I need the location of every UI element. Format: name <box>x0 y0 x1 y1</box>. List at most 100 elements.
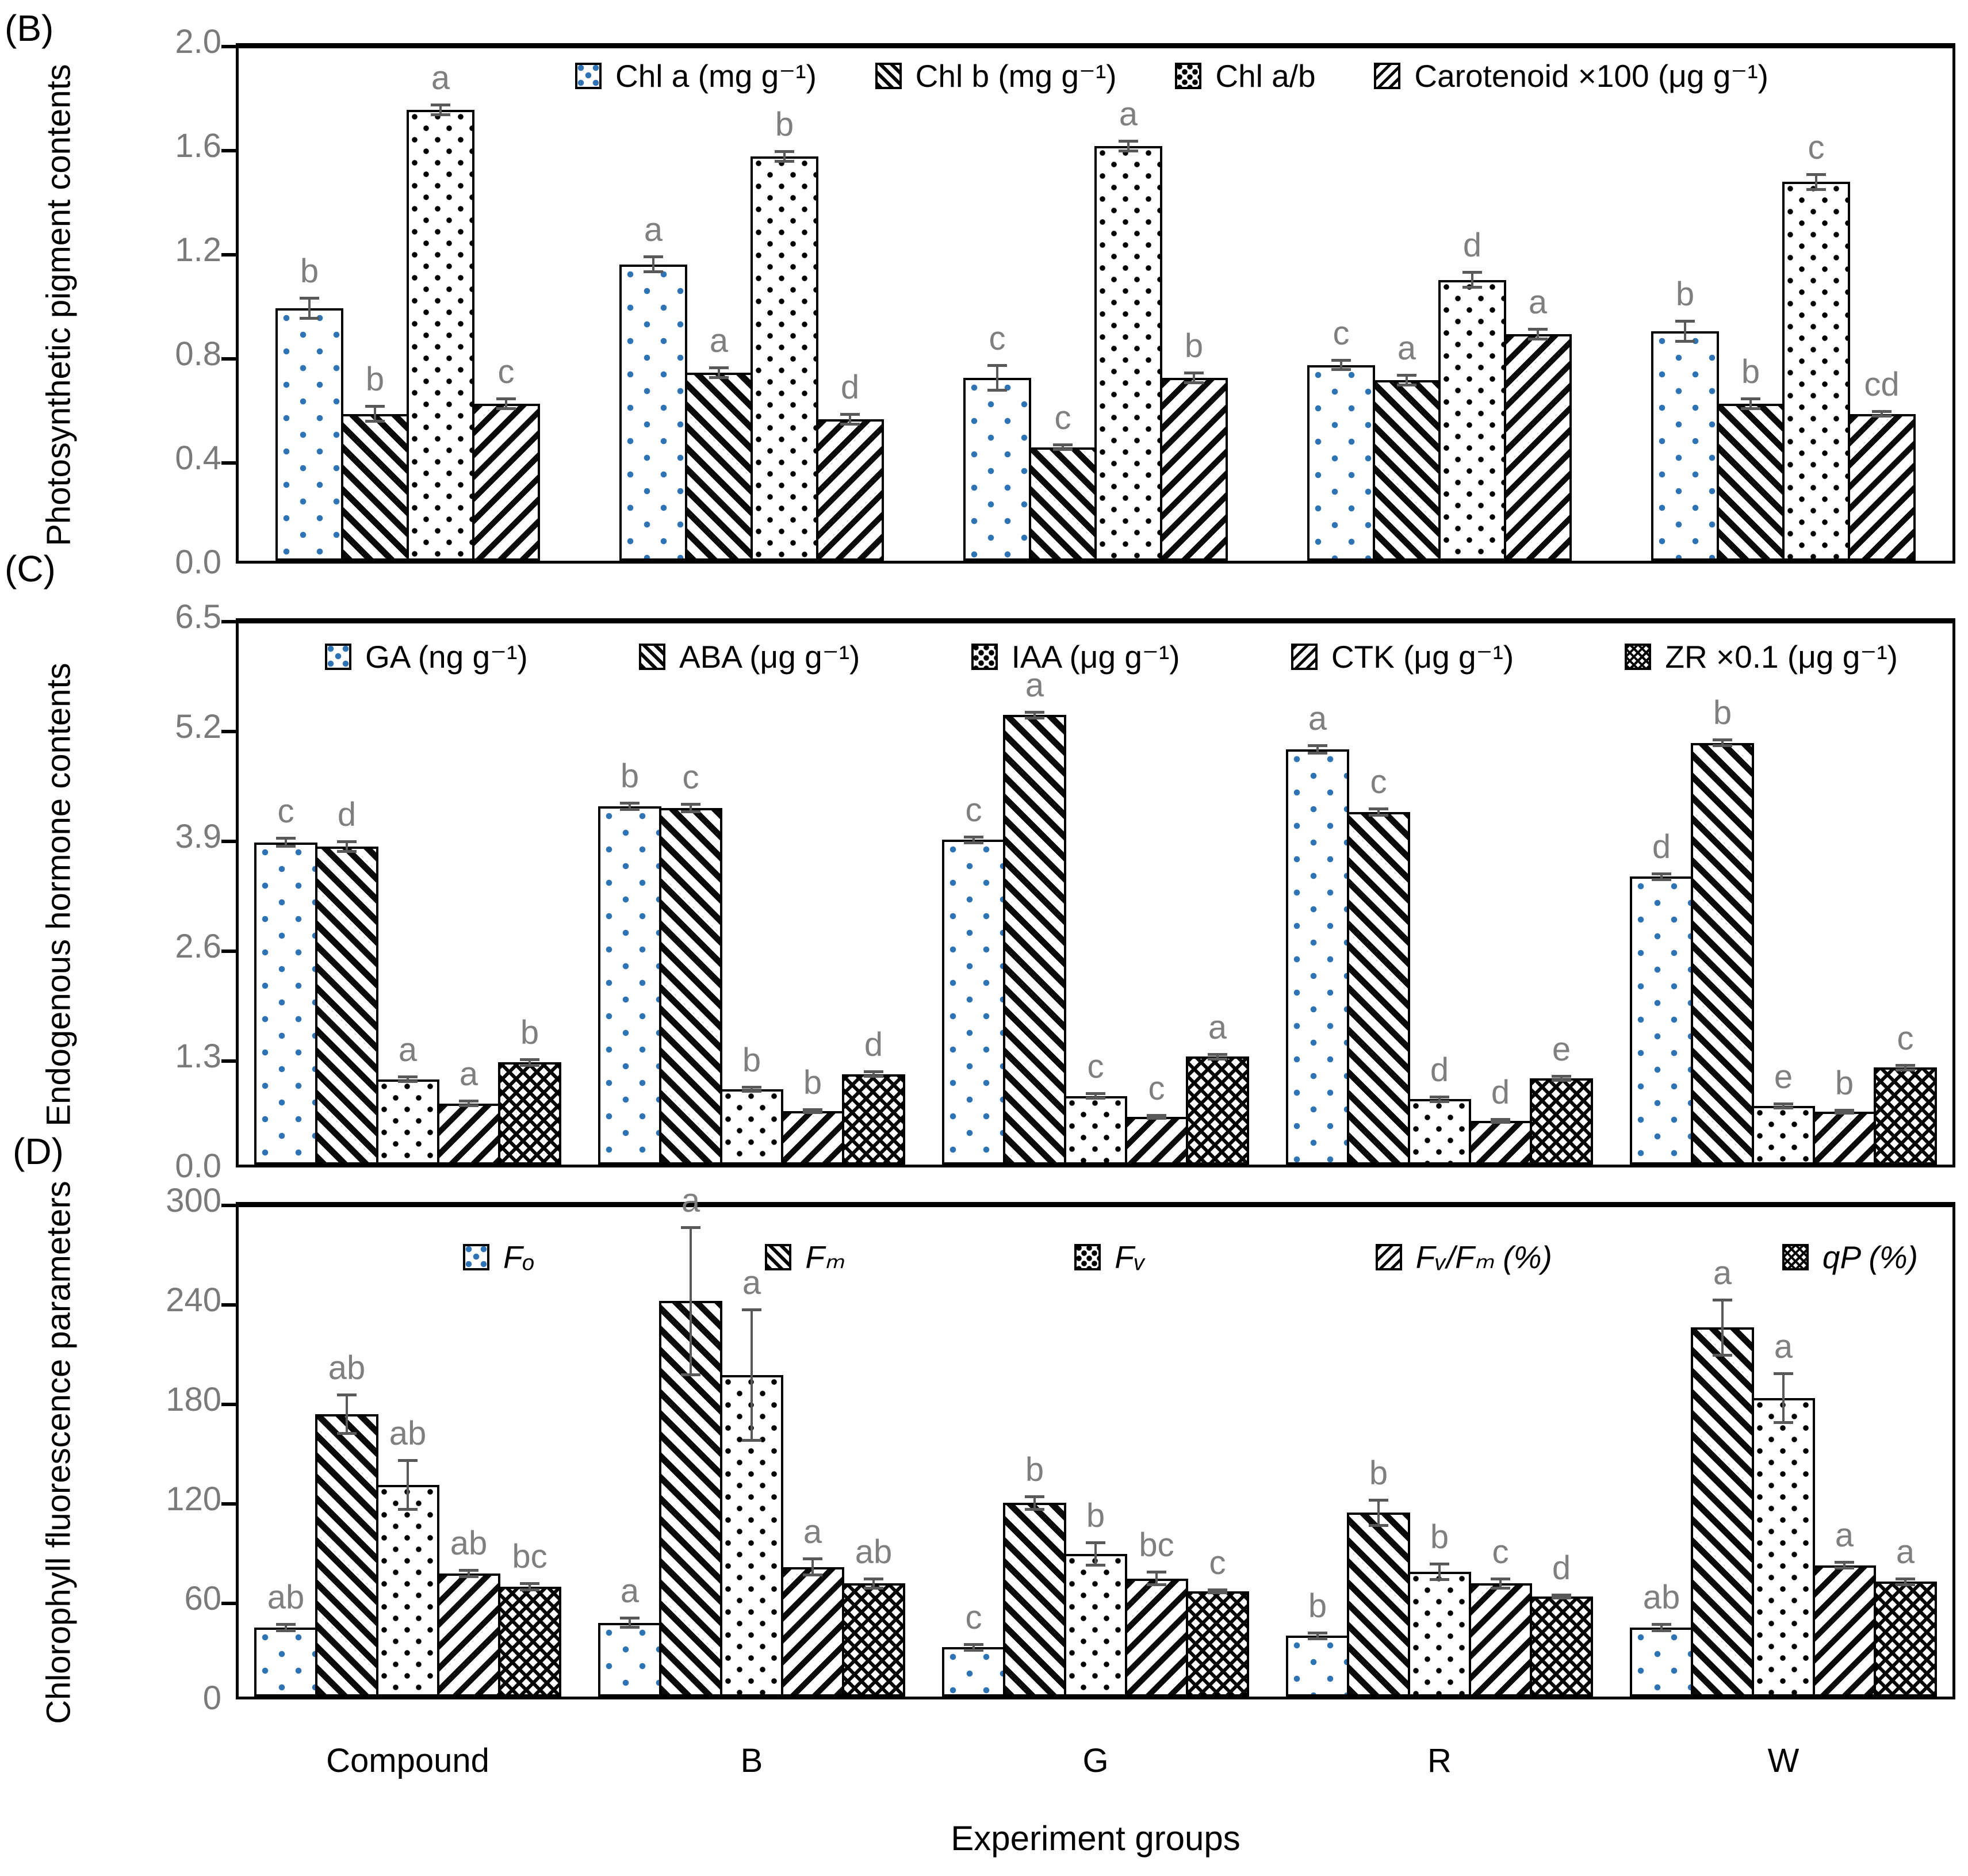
legend-label: ABA (μg g⁻¹) <box>679 639 860 675</box>
bar: b <box>1651 275 1719 561</box>
bar: b <box>341 361 409 561</box>
error-bar <box>285 838 287 847</box>
error-bar <box>629 1618 631 1628</box>
error-cap <box>459 1575 478 1578</box>
bar-face <box>842 1074 905 1165</box>
bar-group-B: a a a a ab <box>580 1182 924 1697</box>
error-cap <box>276 1623 296 1626</box>
error-cap <box>1308 1637 1327 1641</box>
legend-item: Fᵥ/Fₘ (%) <box>1375 1239 1552 1276</box>
error-bar <box>1216 1054 1219 1059</box>
bar: a <box>1286 700 1349 1165</box>
bar-face <box>1186 1056 1249 1165</box>
sig-letter: b <box>1308 1587 1327 1625</box>
error-bar <box>690 1227 692 1375</box>
error-cap <box>775 159 794 163</box>
bar: b <box>275 252 343 561</box>
bar: b <box>1717 353 1785 561</box>
error-bar <box>1127 140 1130 151</box>
y-tick <box>221 950 239 953</box>
bar: b <box>1160 327 1228 561</box>
bar: d <box>1408 1051 1471 1165</box>
sig-letter: a <box>709 322 729 360</box>
error-cap <box>681 1226 700 1229</box>
error-cap <box>803 1111 822 1114</box>
error-cap <box>964 1643 983 1646</box>
error-cap <box>1774 1421 1793 1424</box>
error-cap <box>365 420 385 423</box>
bar: ab <box>376 1415 439 1697</box>
x-category-label: Compound <box>326 1742 489 1779</box>
error-cap <box>337 1432 357 1435</box>
error-cap <box>337 1393 357 1396</box>
y-tick <box>221 461 239 465</box>
legend-label: Chl b (mg g⁻¹) <box>915 58 1117 94</box>
bar: d <box>1438 227 1506 561</box>
error-cap <box>644 255 663 259</box>
error-cap <box>1741 407 1760 410</box>
error-bar <box>718 367 720 378</box>
bar-face <box>1347 812 1410 1165</box>
bar: c <box>1782 129 1850 561</box>
error-cap <box>1025 1495 1044 1498</box>
error-cap <box>431 104 450 107</box>
error-cap <box>496 397 516 400</box>
error-cap <box>300 316 319 320</box>
error-cap <box>1308 744 1327 747</box>
error-cap <box>1675 320 1695 323</box>
legend-item: Fₘ <box>765 1239 844 1276</box>
bar: a <box>1094 95 1162 561</box>
bar: a <box>685 322 753 561</box>
bar: a <box>1691 1254 1754 1697</box>
legend-label: Carotenoid ×100 (μg g⁻¹) <box>1414 58 1768 94</box>
bar-face <box>437 1103 500 1165</box>
error-bar <box>1033 1496 1036 1510</box>
error-cap <box>1208 1052 1227 1056</box>
sig-letter: e <box>1774 1058 1793 1096</box>
bar: bc <box>1125 1526 1188 1697</box>
bar: b <box>1286 1587 1349 1697</box>
error-cap <box>620 1626 640 1629</box>
bar: c <box>1125 1070 1188 1165</box>
bar-face <box>1286 749 1349 1165</box>
bar: ab <box>437 1525 500 1697</box>
sig-letter: a <box>1119 95 1138 133</box>
y-tick-label: 0.0 <box>175 543 221 581</box>
bar-face <box>1125 1117 1188 1165</box>
error-cap <box>1872 415 1892 418</box>
sig-letter: b <box>1430 1518 1449 1556</box>
error-cap <box>1053 448 1073 451</box>
error-cap <box>1053 443 1073 447</box>
error-cap <box>1528 337 1548 340</box>
error-bar <box>529 1583 531 1590</box>
bar-face <box>1504 334 1572 561</box>
error-cap <box>1025 1507 1044 1511</box>
error-cap <box>620 807 640 811</box>
bar: b <box>1347 1454 1410 1697</box>
blue-dots-swatch <box>325 644 351 670</box>
error-cap <box>1552 1593 1571 1596</box>
error-bar <box>1843 1562 1846 1569</box>
error-bar <box>996 365 998 391</box>
error-cap <box>1528 327 1548 331</box>
bar-face <box>1438 280 1506 561</box>
error-cap <box>1806 173 1826 177</box>
error-bar <box>1155 1572 1158 1585</box>
error-cap <box>1308 752 1327 755</box>
error-bar <box>1537 328 1539 339</box>
bar-face <box>376 1079 439 1165</box>
legend-label: ZR ×0.1 (μg g⁻¹) <box>1665 639 1898 675</box>
y-tick-label: 120 <box>166 1480 221 1518</box>
legend-label: GA (ng g⁻¹) <box>365 639 528 675</box>
y-tick-label: 6.5 <box>175 598 221 635</box>
bar-face <box>816 419 884 561</box>
sig-letter: b <box>1835 1065 1854 1102</box>
error-bar <box>1749 398 1752 409</box>
sig-letter: c <box>1897 1019 1914 1057</box>
legend-label: Chl a/b <box>1215 58 1316 94</box>
heavy-hatch-swatch <box>875 63 902 89</box>
error-cap <box>1331 358 1351 362</box>
bar-face <box>315 846 378 1165</box>
error-cap <box>1713 744 1732 748</box>
bar-face <box>376 1484 439 1697</box>
